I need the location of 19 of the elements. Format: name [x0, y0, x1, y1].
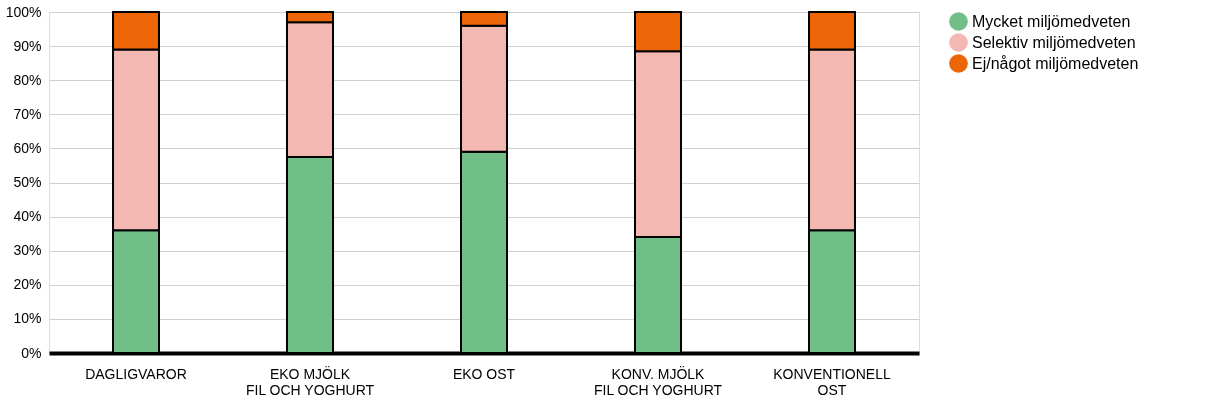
y-tick-label: 70%: [13, 105, 42, 122]
y-tick-label: 30%: [13, 242, 42, 259]
y-tick-label: 40%: [13, 208, 42, 225]
y-tick-label: 80%: [13, 71, 42, 88]
y-tick-label: 90%: [13, 37, 42, 54]
x-tick-label: KONVENTIONELL OST: [773, 365, 891, 398]
y-tick-label: 0%: [21, 344, 42, 361]
x-tick-label: EKO MJÖLK FIL OCH YOGHURT: [245, 364, 375, 398]
y-tick-label: 60%: [13, 139, 42, 156]
legend-label: Mycket miljömedveten: [972, 12, 1131, 30]
legend-label: Ej/något miljömedveten: [972, 54, 1139, 72]
x-tick-label: EKO OST: [452, 365, 516, 382]
x-tick-label: DAGLIGVAROR: [85, 365, 187, 382]
y-tick-label: 20%: [13, 276, 42, 293]
x-tick-label: KONV. MJÖLK FIL OCH YOGHURT: [593, 364, 723, 398]
y-tick-label: 10%: [13, 310, 42, 327]
y-tick-label: 50%: [13, 174, 42, 190]
legend-label: Selektiv miljömedveten: [972, 33, 1136, 51]
y-tick-label: 100%: [5, 3, 42, 20]
